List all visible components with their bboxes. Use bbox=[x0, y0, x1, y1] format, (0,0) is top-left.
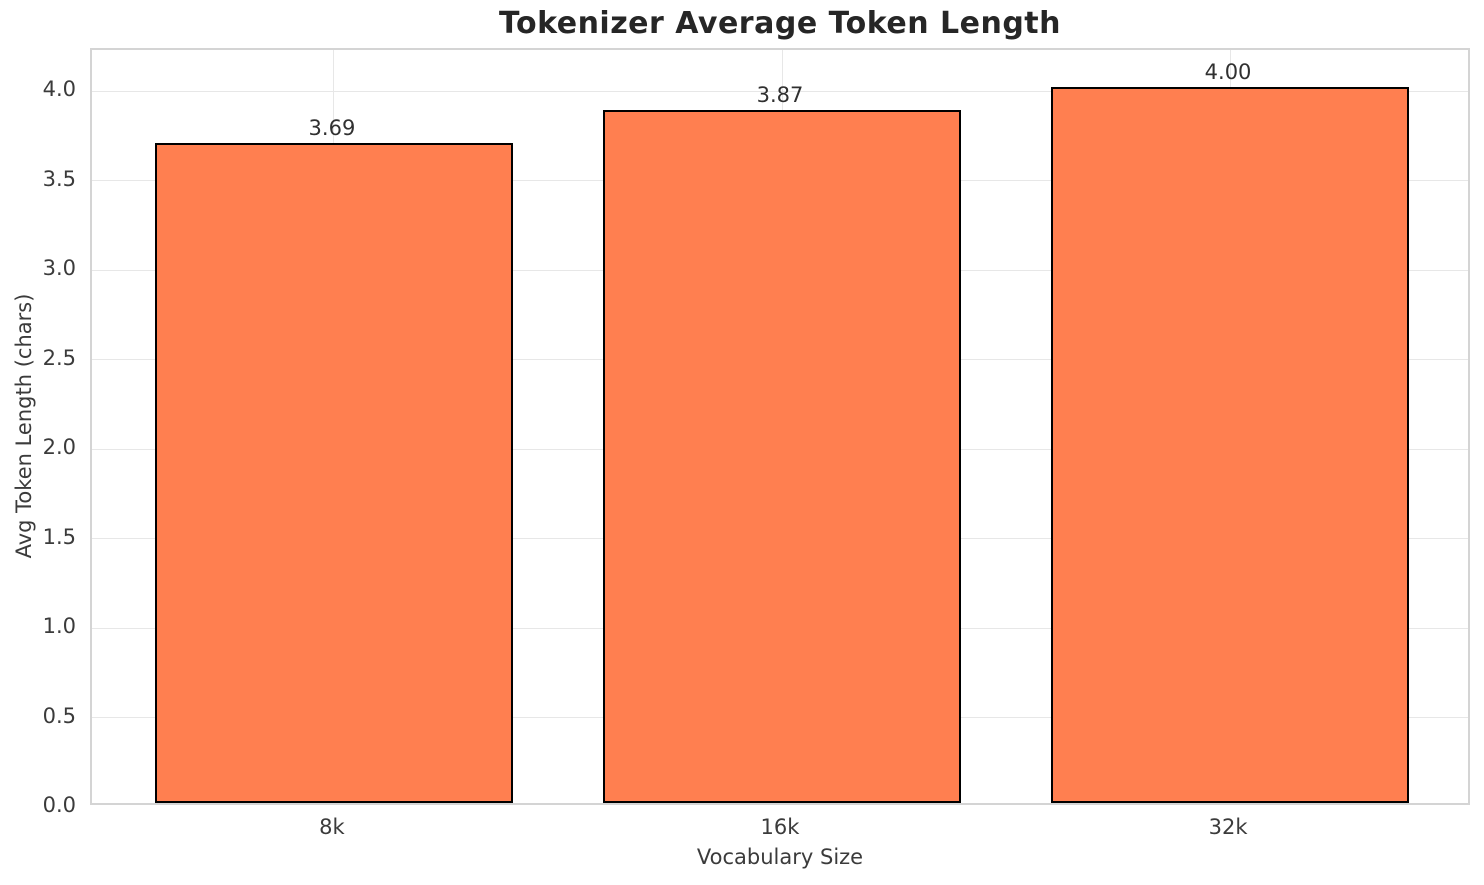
bar-value-label: 3.87 bbox=[756, 83, 804, 108]
bar bbox=[1050, 87, 1410, 803]
bar-value-label: 3.69 bbox=[308, 115, 356, 140]
y-axis-label: Avg Token Length (chars) bbox=[12, 293, 36, 559]
bar bbox=[154, 142, 514, 803]
x-axis-label: Vocabulary Size bbox=[696, 845, 864, 869]
chart-title: Tokenizer Average Token Length bbox=[498, 6, 1061, 41]
y-tick-label: 2.5 bbox=[42, 345, 76, 370]
plot-area bbox=[90, 48, 1470, 805]
y-tick-label: 2.0 bbox=[42, 435, 76, 460]
y-tick-label: 0.5 bbox=[42, 703, 76, 728]
x-tick-label: 8k bbox=[319, 815, 345, 839]
y-tick-label: 4.0 bbox=[42, 77, 76, 102]
y-tick-label: 1.5 bbox=[42, 524, 76, 549]
y-tick-label: 0.0 bbox=[42, 793, 76, 817]
bar-value-label: 4.00 bbox=[1204, 60, 1252, 85]
y-tick-label: 1.0 bbox=[42, 614, 76, 639]
x-tick-label: 32k bbox=[1208, 815, 1248, 839]
x-tick-label: 16k bbox=[760, 815, 800, 839]
bar bbox=[602, 110, 962, 803]
y-tick-label: 3.5 bbox=[42, 166, 76, 191]
gridline-horizontal bbox=[92, 90, 1468, 92]
y-tick-label: 3.0 bbox=[42, 256, 76, 281]
